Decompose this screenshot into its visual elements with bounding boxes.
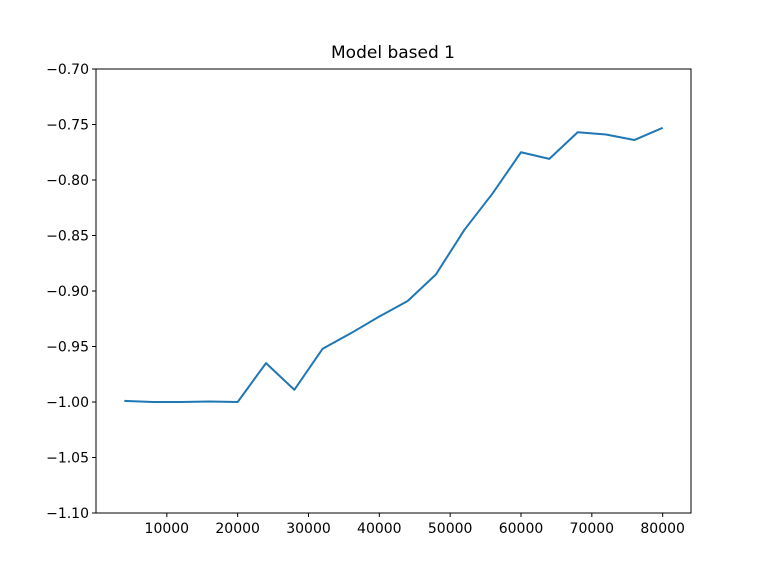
x-tick-label: 40000 <box>357 521 402 537</box>
x-tick-label: 50000 <box>428 521 473 537</box>
plot-frame <box>95 68 692 514</box>
y-axis: −0.70 −0.75 −0.80 −0.85 −0.90 −0.95 −1.00 −1.05… <box>46 62 96 522</box>
y-tick-label: −0.70 <box>46 62 89 78</box>
x-tick-label: 60000 <box>499 521 544 537</box>
y-tick-label: −0.90 <box>46 284 89 300</box>
x-axis: 10000 20000 30000 40000 50000 60000 70000 80000 <box>145 513 685 537</box>
y-tick-label: −0.80 <box>46 173 89 189</box>
y-tick-label: −1.00 <box>46 395 89 411</box>
y-tick-label: −0.85 <box>46 229 89 245</box>
chart-title: Model based 1 <box>331 43 455 63</box>
x-tick-label: 80000 <box>640 521 685 537</box>
y-tick-label: −1.10 <box>46 506 89 522</box>
y-tick-label: −0.95 <box>46 340 89 356</box>
y-tick-label: −1.05 <box>46 451 89 467</box>
series-layer <box>124 126 664 403</box>
y-tick-label: −0.75 <box>46 118 89 134</box>
x-tick-label: 30000 <box>286 521 331 537</box>
x-tick-label: 20000 <box>215 521 260 537</box>
series-line <box>124 126 664 403</box>
x-tick-label: 10000 <box>145 521 190 537</box>
x-tick-label: 70000 <box>570 521 615 537</box>
